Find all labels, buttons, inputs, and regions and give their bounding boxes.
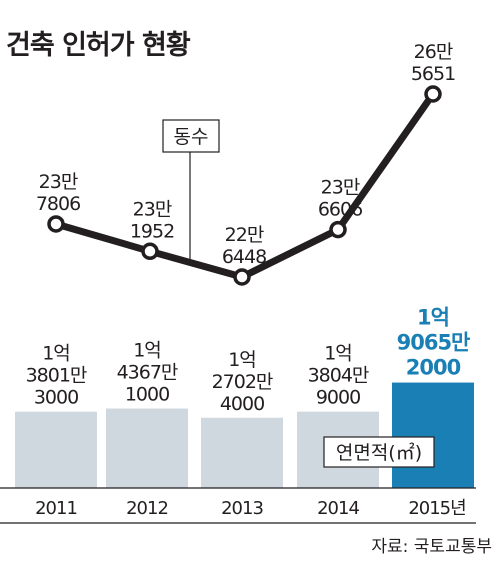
line-value-label: 26만 [414,41,453,63]
bar-2011 [15,411,97,488]
line-point-2014 [329,220,347,239]
line-value-label: 23만 [321,177,360,199]
x-tick-label: 2013 [221,498,263,519]
line-point-2012 [141,242,159,261]
line-value-label: 5651 [411,63,455,85]
bar-legend-label: 연면적(㎡) [336,441,422,464]
bar-value-label: 3804만 [308,365,369,387]
bar-value-label: 1억 [133,340,161,362]
bar-value-label: 9000 [316,387,360,409]
bar-value-label: 3801만 [26,365,87,387]
bar-value-label: 9065만 [397,331,470,355]
line-legend-box [162,119,220,153]
x-tick-label: 2011 [35,498,77,519]
bar-value-label: 4367만 [117,362,178,384]
line-value-label: 6448 [222,246,266,268]
bar-2013 [201,417,283,488]
line-value-label: 23만 [39,171,78,193]
bar-value-label: 1억 [324,343,352,365]
bar-value-label: 2000 [406,356,461,380]
line-point-2011 [47,215,65,233]
bar-value-label: 1억 [228,349,256,371]
bar-value-label: 1억 [417,306,449,330]
bar-value-label: 1억 [42,343,70,365]
chart-title: 건축 인허가 현황 [6,30,191,61]
bar-value-label: 2702만 [212,371,273,393]
bar-value-label: 4000 [220,393,264,415]
source-note: 자료: 국토교통부 [371,537,492,557]
line-value-label: 22만 [225,224,264,246]
x-tick-label: 2015년 [408,498,465,519]
line-point-2013 [233,268,251,286]
x-tick-label: 2012 [126,498,168,519]
bar-value-label: 3000 [34,387,78,409]
line-legend-label: 동수 [174,126,209,148]
line-value-label: 23만 [133,198,172,220]
x-axis: 2011 2012 2013 2014 2015년 [0,487,476,524]
bar-2012 [106,408,188,488]
bar-value-label: 1000 [125,384,169,406]
line-point-2015년 [424,85,442,103]
line-value-label: 1952 [130,220,174,242]
x-tick-label: 2014 [317,498,359,519]
line-value-label: 6606 [318,199,362,221]
bar-layer: 1억3801만30001억4367만10001억2702만40001억3804만… [15,306,474,488]
bar-2015년 [392,382,474,488]
line-value-label: 7806 [36,193,80,215]
bar-legend-box [323,436,435,468]
